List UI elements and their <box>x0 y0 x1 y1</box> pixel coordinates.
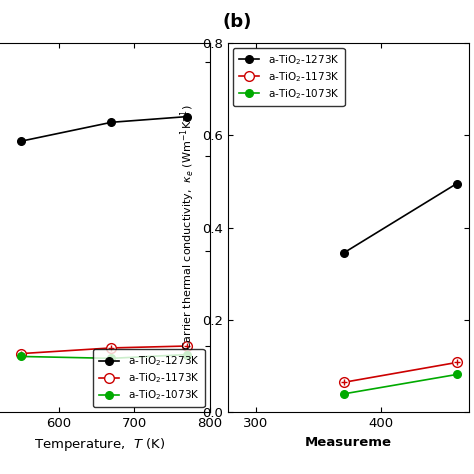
Y-axis label: Carrier thermal conductivity,  $\kappa_e$ (Wm$^{-1}$K$^{-1}$): Carrier thermal conductivity, $\kappa_e$… <box>178 105 197 350</box>
Text: (b): (b) <box>222 13 252 31</box>
X-axis label: Temperature,  $T$ (K): Temperature, $T$ (K) <box>35 436 166 453</box>
X-axis label: Measureme: Measureme <box>305 436 392 449</box>
Legend: a-TiO$_2$-1273K, a-TiO$_2$-1173K, a-TiO$_2$-1073K: a-TiO$_2$-1273K, a-TiO$_2$-1173K, a-TiO$… <box>93 349 204 407</box>
Legend: a-TiO$_2$-1273K, a-TiO$_2$-1173K, a-TiO$_2$-1073K: a-TiO$_2$-1273K, a-TiO$_2$-1173K, a-TiO$… <box>233 48 345 106</box>
